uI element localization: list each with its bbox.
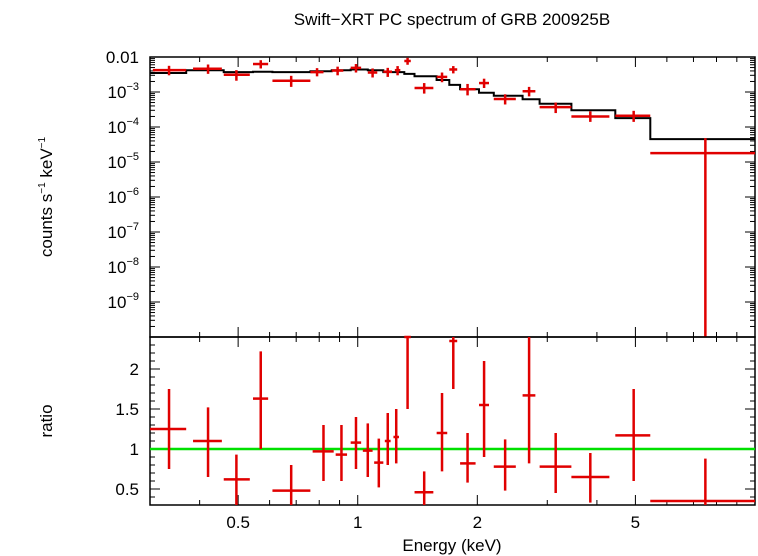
y-axis-label-base: counts s [37, 194, 56, 257]
spectrum-data-point [460, 83, 476, 96]
x-tick-label: 5 [631, 513, 640, 532]
ratio-y-tick-label: 2 [130, 360, 139, 379]
ratio-data-point [223, 454, 250, 505]
ratio-data-point [650, 458, 755, 505]
spectrum-data-point [383, 67, 393, 77]
ratio-data-point [350, 417, 362, 469]
chart-title: Swift−XRT PC spectrum of GRB 200925B [294, 10, 610, 29]
spectrum-data-point [436, 72, 448, 83]
x-tick-label: 0.5 [226, 513, 250, 532]
ratio-data-point [436, 393, 448, 472]
spectrum-data-point [394, 66, 401, 76]
ratio-data-point [312, 425, 334, 481]
model-step-line [150, 68, 755, 141]
ratio-data-point [393, 409, 399, 464]
spectrum-data-point [272, 75, 311, 87]
spectrum-data-point [449, 66, 458, 74]
ratio-data-point [479, 361, 489, 457]
y-tick-label: 10−7 [108, 221, 139, 242]
ratio-panel: 0.5 1 2 5 0.5 1 1.5 2 [115, 335, 756, 532]
y-axis-label-ratio: ratio [37, 404, 56, 437]
ratio-data-point [539, 433, 572, 493]
y-tick-label: 10−8 [108, 256, 139, 277]
svg-text:counts s−1 keV−1: counts s−1 keV−1 [37, 136, 56, 257]
ratio-data-point [493, 439, 516, 491]
ratio-data-point [374, 438, 384, 488]
spectrum-data-point [253, 60, 269, 69]
ratio-y-tick-label: 1.5 [115, 400, 139, 419]
y-tick-label: 10−5 [108, 151, 139, 172]
ratio-data-point [335, 425, 348, 481]
spectrum-data-point [522, 86, 536, 97]
spectrum-frame [149, 56, 756, 338]
ratio-data-point [384, 413, 391, 465]
spectrum-data-point [331, 66, 344, 76]
x-tick-label: 2 [473, 513, 482, 532]
y-tick-label: 10−3 [108, 81, 139, 102]
ratio-data-point [193, 407, 222, 477]
spectrum-data-point [414, 83, 434, 94]
spectrum-data-point [152, 65, 187, 76]
y-axis-label-counts: counts s−1 keV−1 [37, 136, 56, 257]
spectrum-data-point [650, 138, 755, 337]
spectrum-data-point [571, 111, 610, 122]
spectrum-data-point [479, 78, 489, 89]
y-axis-label-mid: keV [37, 148, 56, 183]
y-tick-label: 0.01 [106, 48, 139, 67]
spectrum-data-point [615, 110, 651, 122]
ratio-data-point [414, 471, 434, 505]
y-tick-label: 10−9 [108, 291, 139, 312]
x-axis-label: Energy (keV) [402, 536, 501, 555]
ratio-y-tick-label: 0.5 [115, 480, 139, 499]
y-axis-label-exp1: −1 [37, 182, 48, 194]
spectrum-data-point [350, 64, 362, 73]
spectrum-data-point [404, 57, 411, 65]
ratio-data-point [404, 335, 411, 409]
ratio-data-point [253, 351, 269, 449]
spectrum-data-point [223, 70, 250, 81]
spectrum-data-point [539, 102, 572, 114]
y-tick-label: 10−6 [108, 186, 139, 207]
ratio-data-point [272, 465, 311, 505]
ratio-data-point [615, 389, 651, 481]
ratio-data-point [522, 337, 536, 464]
spectrum-data-point [310, 68, 324, 77]
y-axis-label-exp2: −1 [37, 136, 48, 148]
ratio-data-point [449, 337, 458, 389]
ratio-data-point [571, 453, 610, 503]
y-tick-label: 10−4 [108, 116, 139, 137]
ratio-data-point [460, 433, 476, 483]
svg-text:ratio: ratio [37, 404, 56, 437]
x-tick-label: 1 [353, 513, 362, 532]
spectrum-data-point [367, 68, 378, 78]
spectrum-data-point [493, 94, 516, 105]
spectrum-panel: 0.01 10−3 10−4 10−5 10−6 10−7 10−8 10−9 [106, 48, 756, 338]
ratio-data-point [362, 423, 373, 477]
spectrum-data-point [193, 64, 222, 74]
ratio-data-point [150, 389, 187, 469]
ratio-y-tick-label: 1 [130, 440, 139, 459]
